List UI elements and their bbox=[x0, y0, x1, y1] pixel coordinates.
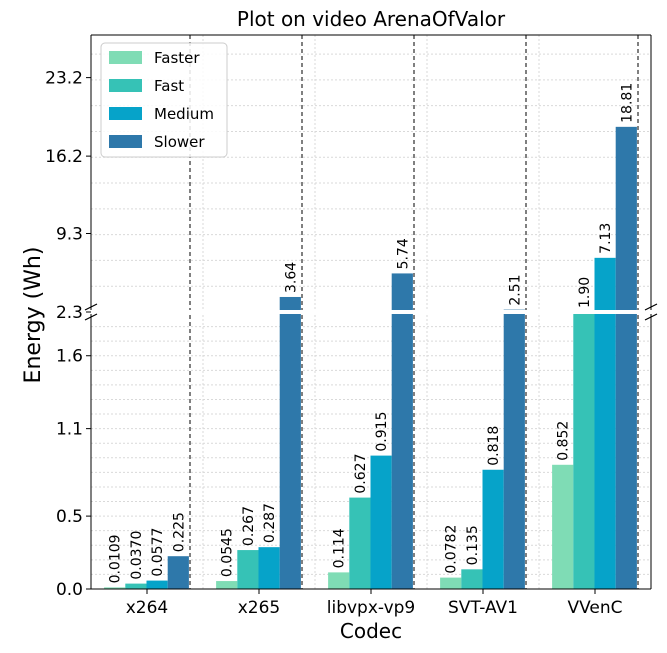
legend-box bbox=[100, 42, 228, 158]
x-tick-label: x265 bbox=[238, 598, 281, 618]
bar bbox=[279, 296, 301, 312]
bar bbox=[216, 581, 238, 589]
bar-value-label: 18.81 bbox=[619, 83, 635, 123]
bar bbox=[461, 569, 483, 589]
bar-value-label: 0.267 bbox=[241, 506, 257, 546]
break-mark bbox=[84, 313, 98, 321]
bar bbox=[573, 312, 595, 589]
bar-value-label: 1.90 bbox=[577, 277, 593, 308]
bar bbox=[104, 587, 126, 589]
bar-value-label: 0.818 bbox=[486, 426, 502, 466]
tick-labels: 2.3 9.3 16.2 23.2 0.0 0.5 1.1 1.6 x264 x265 libvpx… bbox=[45, 69, 622, 618]
x-tick-label: VVenC bbox=[567, 598, 622, 618]
break-mark bbox=[644, 303, 658, 311]
bar bbox=[615, 126, 637, 312]
bar-value-label: 0.852 bbox=[556, 421, 572, 461]
legend-swatch bbox=[109, 107, 142, 120]
bar bbox=[237, 550, 259, 589]
y-tick-label: 2.3 bbox=[56, 303, 83, 323]
bar bbox=[594, 312, 616, 589]
bar bbox=[349, 497, 371, 589]
bar-value-label: 7.13 bbox=[598, 223, 614, 254]
bar bbox=[391, 273, 413, 312]
bar-value-label: 0.0782 bbox=[444, 525, 460, 574]
y-tick-label: 0.5 bbox=[56, 507, 83, 527]
y-tick-label: 1.1 bbox=[56, 420, 83, 440]
bar-value-label: 0.0577 bbox=[150, 528, 166, 577]
bar bbox=[258, 547, 280, 589]
bar bbox=[594, 257, 616, 312]
break-mark bbox=[644, 313, 658, 321]
bar bbox=[370, 455, 392, 589]
bars bbox=[104, 126, 637, 589]
bar-value-label: 0.114 bbox=[332, 528, 348, 568]
bar-labels: 0.0109 0.0370 0.0577 0.225 0.0545 0.267 0.287 3… bbox=[108, 83, 636, 584]
axis-break-gap bbox=[90, 310, 652, 314]
bar-value-label: 5.74 bbox=[395, 238, 411, 269]
bar-value-label: 0.0370 bbox=[129, 531, 145, 580]
bar-value-label: 0.135 bbox=[465, 525, 481, 565]
legend-label: Medium bbox=[154, 105, 214, 123]
x-tick-label: SVT-AV1 bbox=[448, 598, 518, 618]
bar bbox=[146, 580, 168, 589]
bar-value-label: 3.64 bbox=[283, 262, 299, 293]
y-tick-label: 9.3 bbox=[56, 224, 83, 244]
bar bbox=[503, 312, 525, 589]
bar bbox=[125, 583, 147, 589]
bar-value-label: 0.915 bbox=[374, 412, 390, 452]
bar bbox=[328, 572, 350, 589]
bar-value-label: 0.287 bbox=[262, 503, 278, 543]
axis-break-marks bbox=[84, 303, 658, 321]
bar bbox=[615, 312, 637, 589]
break-mark bbox=[84, 303, 98, 311]
bar-value-label: 0.0109 bbox=[108, 534, 124, 583]
bar bbox=[167, 556, 189, 589]
bar-value-label: 0.627 bbox=[353, 453, 369, 493]
legend-label: Fast bbox=[154, 77, 184, 95]
legend-swatch bbox=[109, 135, 142, 148]
legend-swatch bbox=[109, 79, 142, 92]
y-tick-label: 16.2 bbox=[45, 147, 83, 167]
y-tick-label: 0.0 bbox=[56, 580, 83, 600]
bar-value-label: 0.0545 bbox=[220, 528, 236, 577]
bar-value-label: 0.225 bbox=[171, 512, 187, 552]
y-tick-label: 23.2 bbox=[45, 69, 83, 89]
y-tick-label: 1.6 bbox=[56, 347, 83, 367]
bar-value-label: 2.51 bbox=[507, 274, 523, 305]
bar bbox=[279, 312, 301, 589]
legend-swatch bbox=[109, 51, 142, 64]
x-tick-label: libvpx-vp9 bbox=[327, 598, 416, 618]
x-tick-label: x264 bbox=[126, 598, 169, 618]
legend-label: Faster bbox=[154, 49, 200, 67]
x-axis-title: Codec bbox=[340, 619, 402, 643]
legend: Faster Fast Medium Slower bbox=[100, 42, 228, 158]
bar bbox=[440, 577, 462, 589]
bar bbox=[391, 312, 413, 589]
bar bbox=[552, 464, 574, 589]
y-axis-title: Energy (Wh) bbox=[21, 247, 46, 384]
bar bbox=[482, 469, 504, 589]
legend-label: Slower bbox=[154, 133, 205, 151]
chart-title: Plot on video ArenaOfValor bbox=[237, 7, 506, 31]
